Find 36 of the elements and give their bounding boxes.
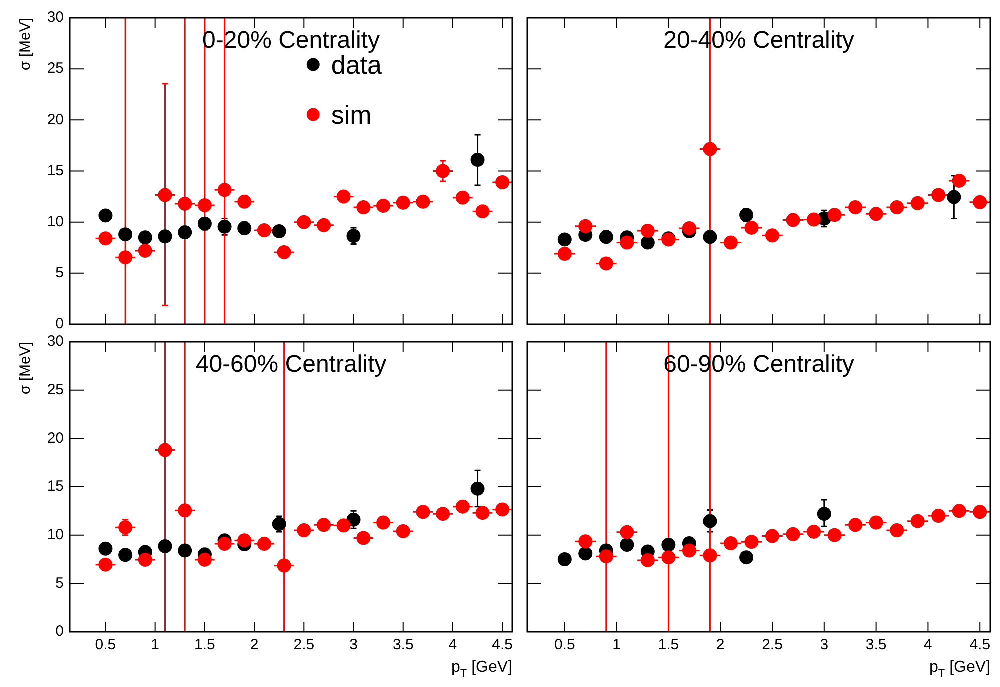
x-tick-label: 3 [820,636,829,654]
y-tick-label: 5 [56,264,64,282]
y-tick-label: 30 [47,9,64,26]
y-tick-label: 10 [47,526,64,544]
x-tick-label: 0.5 [95,636,116,654]
y-tick-label: 10 [47,213,64,230]
y-tick-label: 15 [47,478,64,496]
legend-label: sim [331,100,372,130]
y-tick-label: 30 [47,333,64,350]
x-tick-label: 1.5 [194,636,216,654]
y-tick-label: 0 [56,316,64,333]
x-tick-label: 1.5 [658,636,680,654]
y-tick-label: 25 [47,60,64,78]
x-tick-label: 3.5 [866,636,887,654]
x-tick-label: 3 [350,636,358,654]
y-tick-label: 20 [47,430,64,447]
y-tick-label: 5 [56,574,64,592]
x-tick-label: 1 [151,636,160,654]
x-tick-label: 1 [612,636,621,654]
chart-title: 40-60% Centrality [196,351,387,378]
y-axis-title: σ [MeV] [17,342,34,395]
x-tick-label: 2 [250,636,259,654]
x-tick-label: 0.5 [554,636,576,654]
x-tick-label: 2.5 [762,636,783,654]
y-axis-title: σ [MeV] [17,18,34,71]
y-tick-label: 20 [47,111,64,128]
x-tick-label: 4.5 [970,636,991,654]
x-tick-label: 2.5 [294,636,315,654]
x-tick-label: 4 [448,636,458,654]
y-tick-label: 0 [56,623,64,640]
y-tick-label: 25 [47,381,64,398]
x-tick-label: 4.5 [492,636,514,654]
x-tick-label: 3.5 [392,636,414,654]
x-tick-label: 4 [924,636,932,654]
y-tick-label: 15 [47,162,64,180]
x-tick-label: 2 [716,636,725,654]
